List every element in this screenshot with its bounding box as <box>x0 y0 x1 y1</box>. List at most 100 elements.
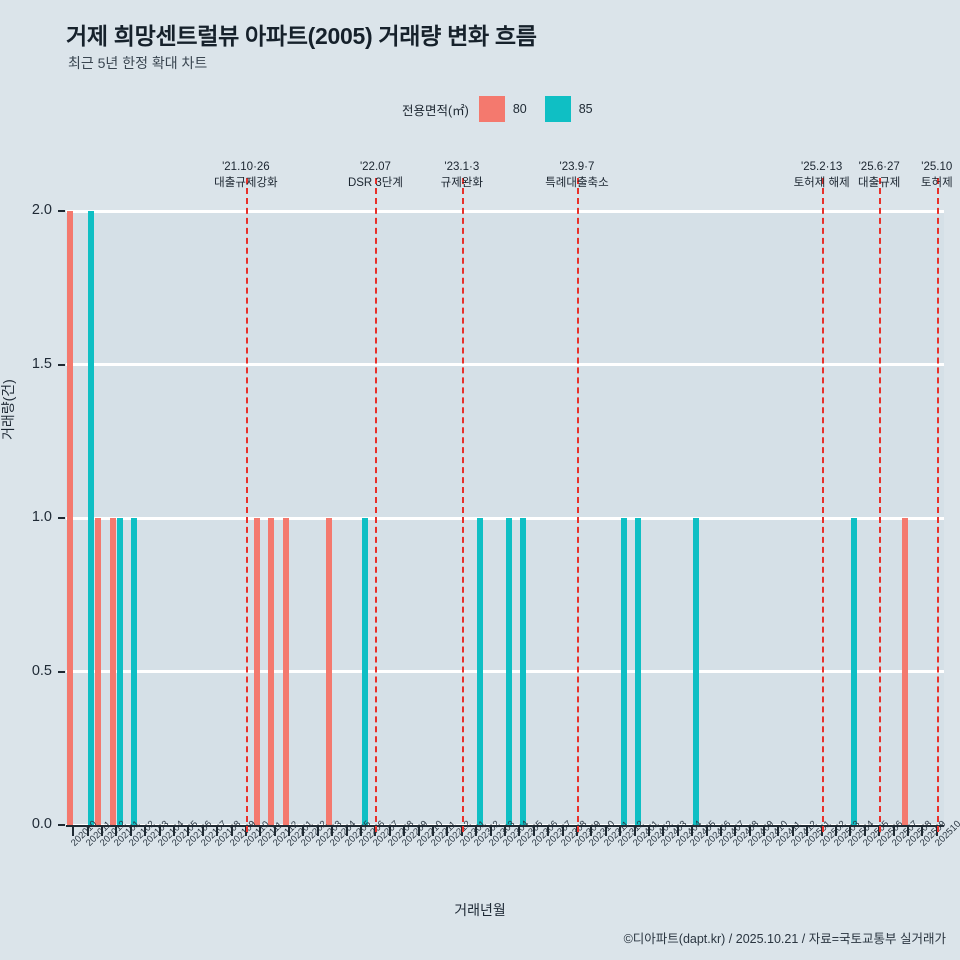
event-label-3: 특례대출축소 <box>545 177 609 190</box>
x-axis-tick <box>216 825 219 836</box>
page-title: 거제 희망센트럴뷰 아파트(2005) 거래량 변화 흐름 <box>66 23 537 49</box>
x-axis-tick <box>115 825 118 836</box>
bar-85-202101[interactable] <box>116 518 123 825</box>
page-subtitle: 최근 5년 한정 확대 차트 <box>68 55 208 71</box>
y-axis-label: 거래량(건) <box>0 379 16 440</box>
x-axis-tick <box>316 825 319 836</box>
x-axis-tick <box>647 825 650 836</box>
x-axis-tick <box>705 825 708 836</box>
y-axis-tick <box>58 824 65 826</box>
x-axis-tick <box>288 825 291 836</box>
x-axis-tick <box>734 825 737 836</box>
bar-80-202508[interactable] <box>901 518 908 825</box>
x-axis-tick <box>907 825 910 836</box>
x-axis-tick <box>662 825 665 836</box>
x-axis-tick <box>590 825 593 836</box>
event-line-2 <box>461 178 464 832</box>
x-axis-tick <box>331 825 334 836</box>
x-axis-tick <box>403 825 406 836</box>
bar-85-202305[interactable] <box>519 518 526 825</box>
bar-80-202111[interactable] <box>253 518 260 825</box>
bar-85-202206[interactable] <box>361 518 368 825</box>
x-axis-tick <box>892 825 895 836</box>
gridline <box>66 516 944 520</box>
x-axis-tick <box>100 825 103 836</box>
x-axis-tick <box>345 825 348 836</box>
x-axis-tick <box>201 825 204 836</box>
x-axis-tick <box>172 825 175 836</box>
event-date-2: '23.1·3 <box>444 161 480 173</box>
gridline <box>66 209 944 213</box>
event-line-5 <box>879 178 882 832</box>
x-axis-tick <box>835 825 838 836</box>
y-axis-tick <box>58 517 65 519</box>
bar-85-202504[interactable] <box>850 518 857 825</box>
x-axis-tick <box>532 825 535 836</box>
bar-80-202012[interactable] <box>95 518 102 825</box>
x-axis-tick <box>86 825 89 836</box>
bar-85-202102[interactable] <box>131 518 138 825</box>
y-axis-tick <box>58 670 65 673</box>
x-axis-tick <box>475 825 478 836</box>
x-axis-tick <box>230 825 233 836</box>
x-axis-tick <box>849 825 852 836</box>
legend-title: 전용면적(㎡) <box>402 103 469 118</box>
legend-swatch-80 <box>478 96 505 122</box>
bar-85-202011[interactable] <box>88 211 95 825</box>
bar-85-202312[interactable] <box>620 518 627 825</box>
x-axis-label: 거래년월 <box>454 902 506 918</box>
y-axis-tick <box>58 210 65 212</box>
event-date-6: '25.10 <box>921 161 953 173</box>
x-axis-tick <box>518 825 521 836</box>
x-axis-tick <box>302 825 305 836</box>
legend-label-80: 80 <box>512 102 527 116</box>
event-date-0: '21.10·26 <box>222 161 270 173</box>
event-date-4: '25.2·13 <box>801 161 843 173</box>
event-label-2: 규제완화 <box>440 177 483 190</box>
x-axis-tick <box>633 825 636 836</box>
x-axis-tick <box>921 825 924 836</box>
bar-80-202010[interactable] <box>66 211 73 825</box>
event-line-1 <box>375 178 378 832</box>
x-axis-tick <box>144 825 147 836</box>
x-axis-tick <box>187 825 190 836</box>
x-axis-tick <box>763 825 766 836</box>
bar-85-202401[interactable] <box>635 518 642 825</box>
bar-80-202112[interactable] <box>268 518 275 825</box>
event-label-6: 토허제 <box>920 177 953 190</box>
event-annotation-2: '23.1·3 규제완화 <box>402 159 522 192</box>
x-axis-tick <box>417 825 420 836</box>
credit-text: ©디아파트(dapt.kr) / 2025.10.21 / 자료=국토교통부 실… <box>623 932 946 946</box>
bar-85-202304[interactable] <box>505 518 512 825</box>
x-axis-tick <box>129 825 132 836</box>
event-date-5: '25.6·27 <box>858 161 900 173</box>
x-axis-tick <box>360 825 363 836</box>
event-date-3: '23.9·7 <box>559 161 595 173</box>
bar-85-202405[interactable] <box>692 518 699 825</box>
x-axis-tick <box>72 825 75 836</box>
x-axis-tick <box>259 825 262 836</box>
event-label-1: DSR 3단계 <box>347 177 403 190</box>
x-axis-tick <box>676 825 679 836</box>
x-axis-tick <box>791 825 794 836</box>
event-label-0: 대출규제강화 <box>214 177 278 190</box>
event-label-4: 토허제 해제 <box>793 177 850 190</box>
x-axis-tick <box>806 825 809 836</box>
x-axis-tick <box>158 825 161 836</box>
x-axis-tick <box>863 825 866 836</box>
legend: 전용면적(㎡) 80 85 <box>402 96 593 122</box>
x-axis-tick <box>273 825 276 836</box>
x-axis-tick <box>446 825 449 836</box>
x-axis-tick <box>547 825 550 836</box>
x-axis-tick <box>604 825 607 836</box>
x-axis-tick <box>388 825 391 836</box>
bar-80-202101[interactable] <box>109 518 116 825</box>
event-line-4 <box>821 178 824 832</box>
gridline <box>66 363 944 366</box>
y-axis-tick-label: 1.0 <box>31 509 52 525</box>
bar-85-202302[interactable] <box>476 518 483 825</box>
bar-80-202201[interactable] <box>282 518 289 825</box>
bar-80-202204[interactable] <box>325 518 332 825</box>
x-axis-tick <box>719 825 722 836</box>
